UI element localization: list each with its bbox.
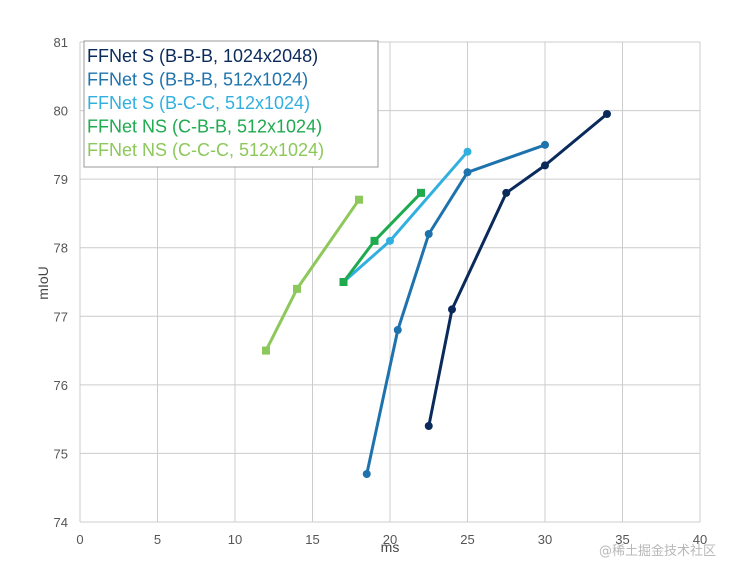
y-tick-label: 76 — [54, 378, 68, 393]
y-tick-label: 74 — [54, 515, 68, 530]
legend-entry: FFNet S (B-B-B, 512x1024) — [87, 70, 308, 90]
legend-entry: FFNet NS (C-C-C, 512x1024) — [87, 140, 324, 160]
y-tick-label: 75 — [54, 446, 68, 461]
watermark: @稀土掘金技术社区 — [599, 543, 716, 559]
series-5 — [262, 195, 363, 355]
grid — [79, 41, 701, 523]
y-tick-labels: 74 75 76 77 78 79 80 81 — [54, 35, 68, 530]
x-tick-label: 30 — [538, 532, 552, 547]
x-tick-label: 15 — [305, 532, 319, 547]
data-point — [339, 278, 348, 286]
data-point — [393, 326, 402, 334]
data-point — [502, 188, 511, 197]
x-tick-label: 25 — [460, 532, 474, 547]
data-point — [448, 305, 456, 314]
y-tick-label: 80 — [54, 104, 68, 119]
x-tick-label: 40 — [693, 532, 707, 547]
y-axis-label: mIoU — [35, 266, 51, 299]
series-line — [427, 112, 609, 428]
data-point — [603, 110, 611, 118]
data-point — [463, 168, 472, 177]
x-tick-label: 5 — [154, 532, 161, 547]
series-1 — [424, 110, 611, 430]
x-tick-labels: 0 5 10 15 20 25 30 35 40 — [76, 532, 707, 547]
data-point — [362, 470, 371, 478]
y-tick-label: 77 — [54, 309, 68, 324]
series-4 — [339, 188, 425, 286]
data-point — [541, 140, 549, 149]
legend: FFNet S (B-B-B, 1024x2048) FFNet S (B-B-B… — [83, 40, 379, 168]
x-tick-label: 35 — [615, 532, 629, 547]
x-axis-label: ms — [381, 539, 400, 555]
data-point — [262, 346, 270, 355]
x-tick-label: 20 — [383, 532, 397, 547]
data-point — [293, 284, 301, 293]
legend-items: FFNet S (B-B-B, 1024x2048) FFNet S (B-B-B… — [87, 46, 324, 160]
data-point — [424, 422, 433, 430]
data-point — [355, 195, 363, 204]
y-tick-label: 81 — [54, 35, 68, 50]
data-point — [370, 236, 379, 245]
series-3 — [339, 147, 472, 286]
x-tick-label: 10 — [228, 532, 242, 547]
series-layer — [262, 110, 611, 478]
legend-entry: FFNet S (B-C-C, 512x1024) — [87, 93, 310, 113]
y-tick-label: 78 — [54, 241, 68, 256]
y-tick-label: 79 — [54, 172, 68, 187]
legend-box — [83, 40, 379, 168]
series-line — [342, 150, 469, 284]
legend-entry: FFNet NS (C-B-B, 512x1024) — [87, 117, 322, 137]
data-point — [386, 236, 394, 245]
data-point — [541, 161, 549, 170]
data-point — [424, 230, 433, 238]
legend-entry: FFNet S (B-B-B, 1024x2048) — [87, 46, 318, 66]
data-point — [417, 188, 425, 197]
data-point — [463, 147, 472, 156]
series-2 — [362, 140, 549, 478]
x-tick-label: 0 — [76, 532, 83, 547]
